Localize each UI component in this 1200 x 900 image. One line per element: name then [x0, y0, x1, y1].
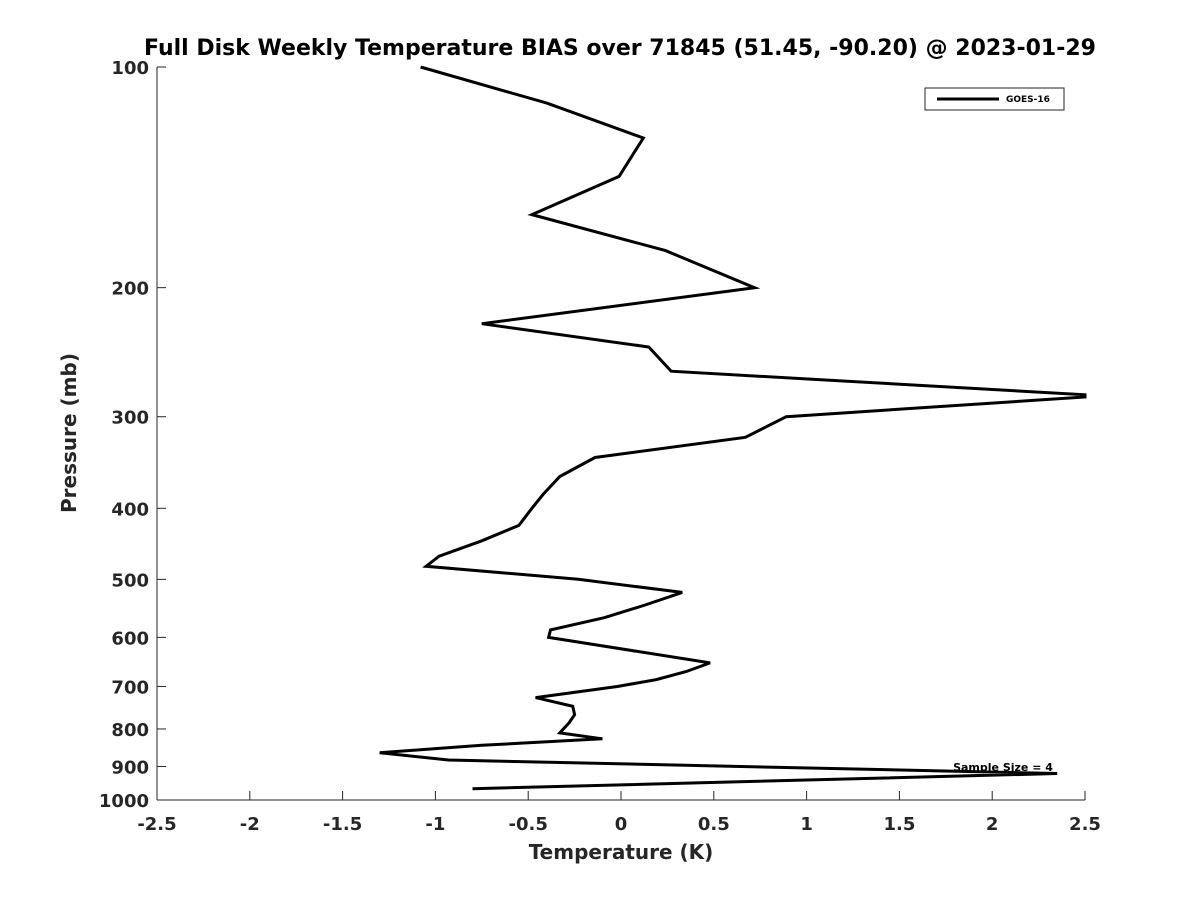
x-tick-label: 0 — [615, 814, 628, 835]
chart-title: Full Disk Weekly Temperature BIAS over 7… — [144, 36, 1096, 61]
y-axis-label: Pressure (mb) — [57, 353, 81, 513]
x-tick-label: 2 — [986, 814, 999, 835]
y-tick-label: 500 — [111, 570, 149, 591]
y-ticks: 100 200 300 400 500 600 700 800 900 1000 — [99, 58, 166, 812]
series-line-goes-16 — [379, 65, 1087, 791]
x-tick-label: 1.5 — [883, 814, 915, 835]
y-tick-label: 800 — [111, 720, 149, 741]
series-layer — [379, 65, 1087, 791]
y-tick-label: 100 — [111, 58, 149, 79]
y-tick-label: 400 — [111, 499, 149, 520]
x-tick-label: -2.5 — [137, 814, 176, 835]
sample-size-annotation: Sample Size = 4 — [953, 761, 1053, 774]
y-tick-label: 200 — [111, 279, 149, 300]
x-axis-label: Temperature (K) — [529, 840, 714, 864]
x-tick-label: 2.5 — [1069, 814, 1101, 835]
y-tick-label: 600 — [111, 628, 149, 649]
x-tick-label: 0.5 — [698, 814, 730, 835]
y-tick-label: 300 — [111, 408, 149, 429]
y-tick-label: 1000 — [99, 791, 149, 812]
x-tick-label: -1.5 — [323, 814, 362, 835]
x-tick-label: -1 — [425, 814, 445, 835]
y-tick-label: 700 — [111, 677, 149, 698]
x-ticks: -2.5 -2 -1.5 -1 -0.5 0 0.5 1 1.5 2 2.5 — [137, 791, 1101, 835]
x-tick-label: -2 — [240, 814, 260, 835]
legend-label-goes-16: GOES-16 — [1006, 95, 1050, 105]
x-tick-label: 1 — [800, 814, 813, 835]
legend: GOES-16 — [924, 87, 1065, 111]
y-tick-label: 900 — [111, 757, 149, 778]
x-tick-label: -0.5 — [509, 814, 548, 835]
